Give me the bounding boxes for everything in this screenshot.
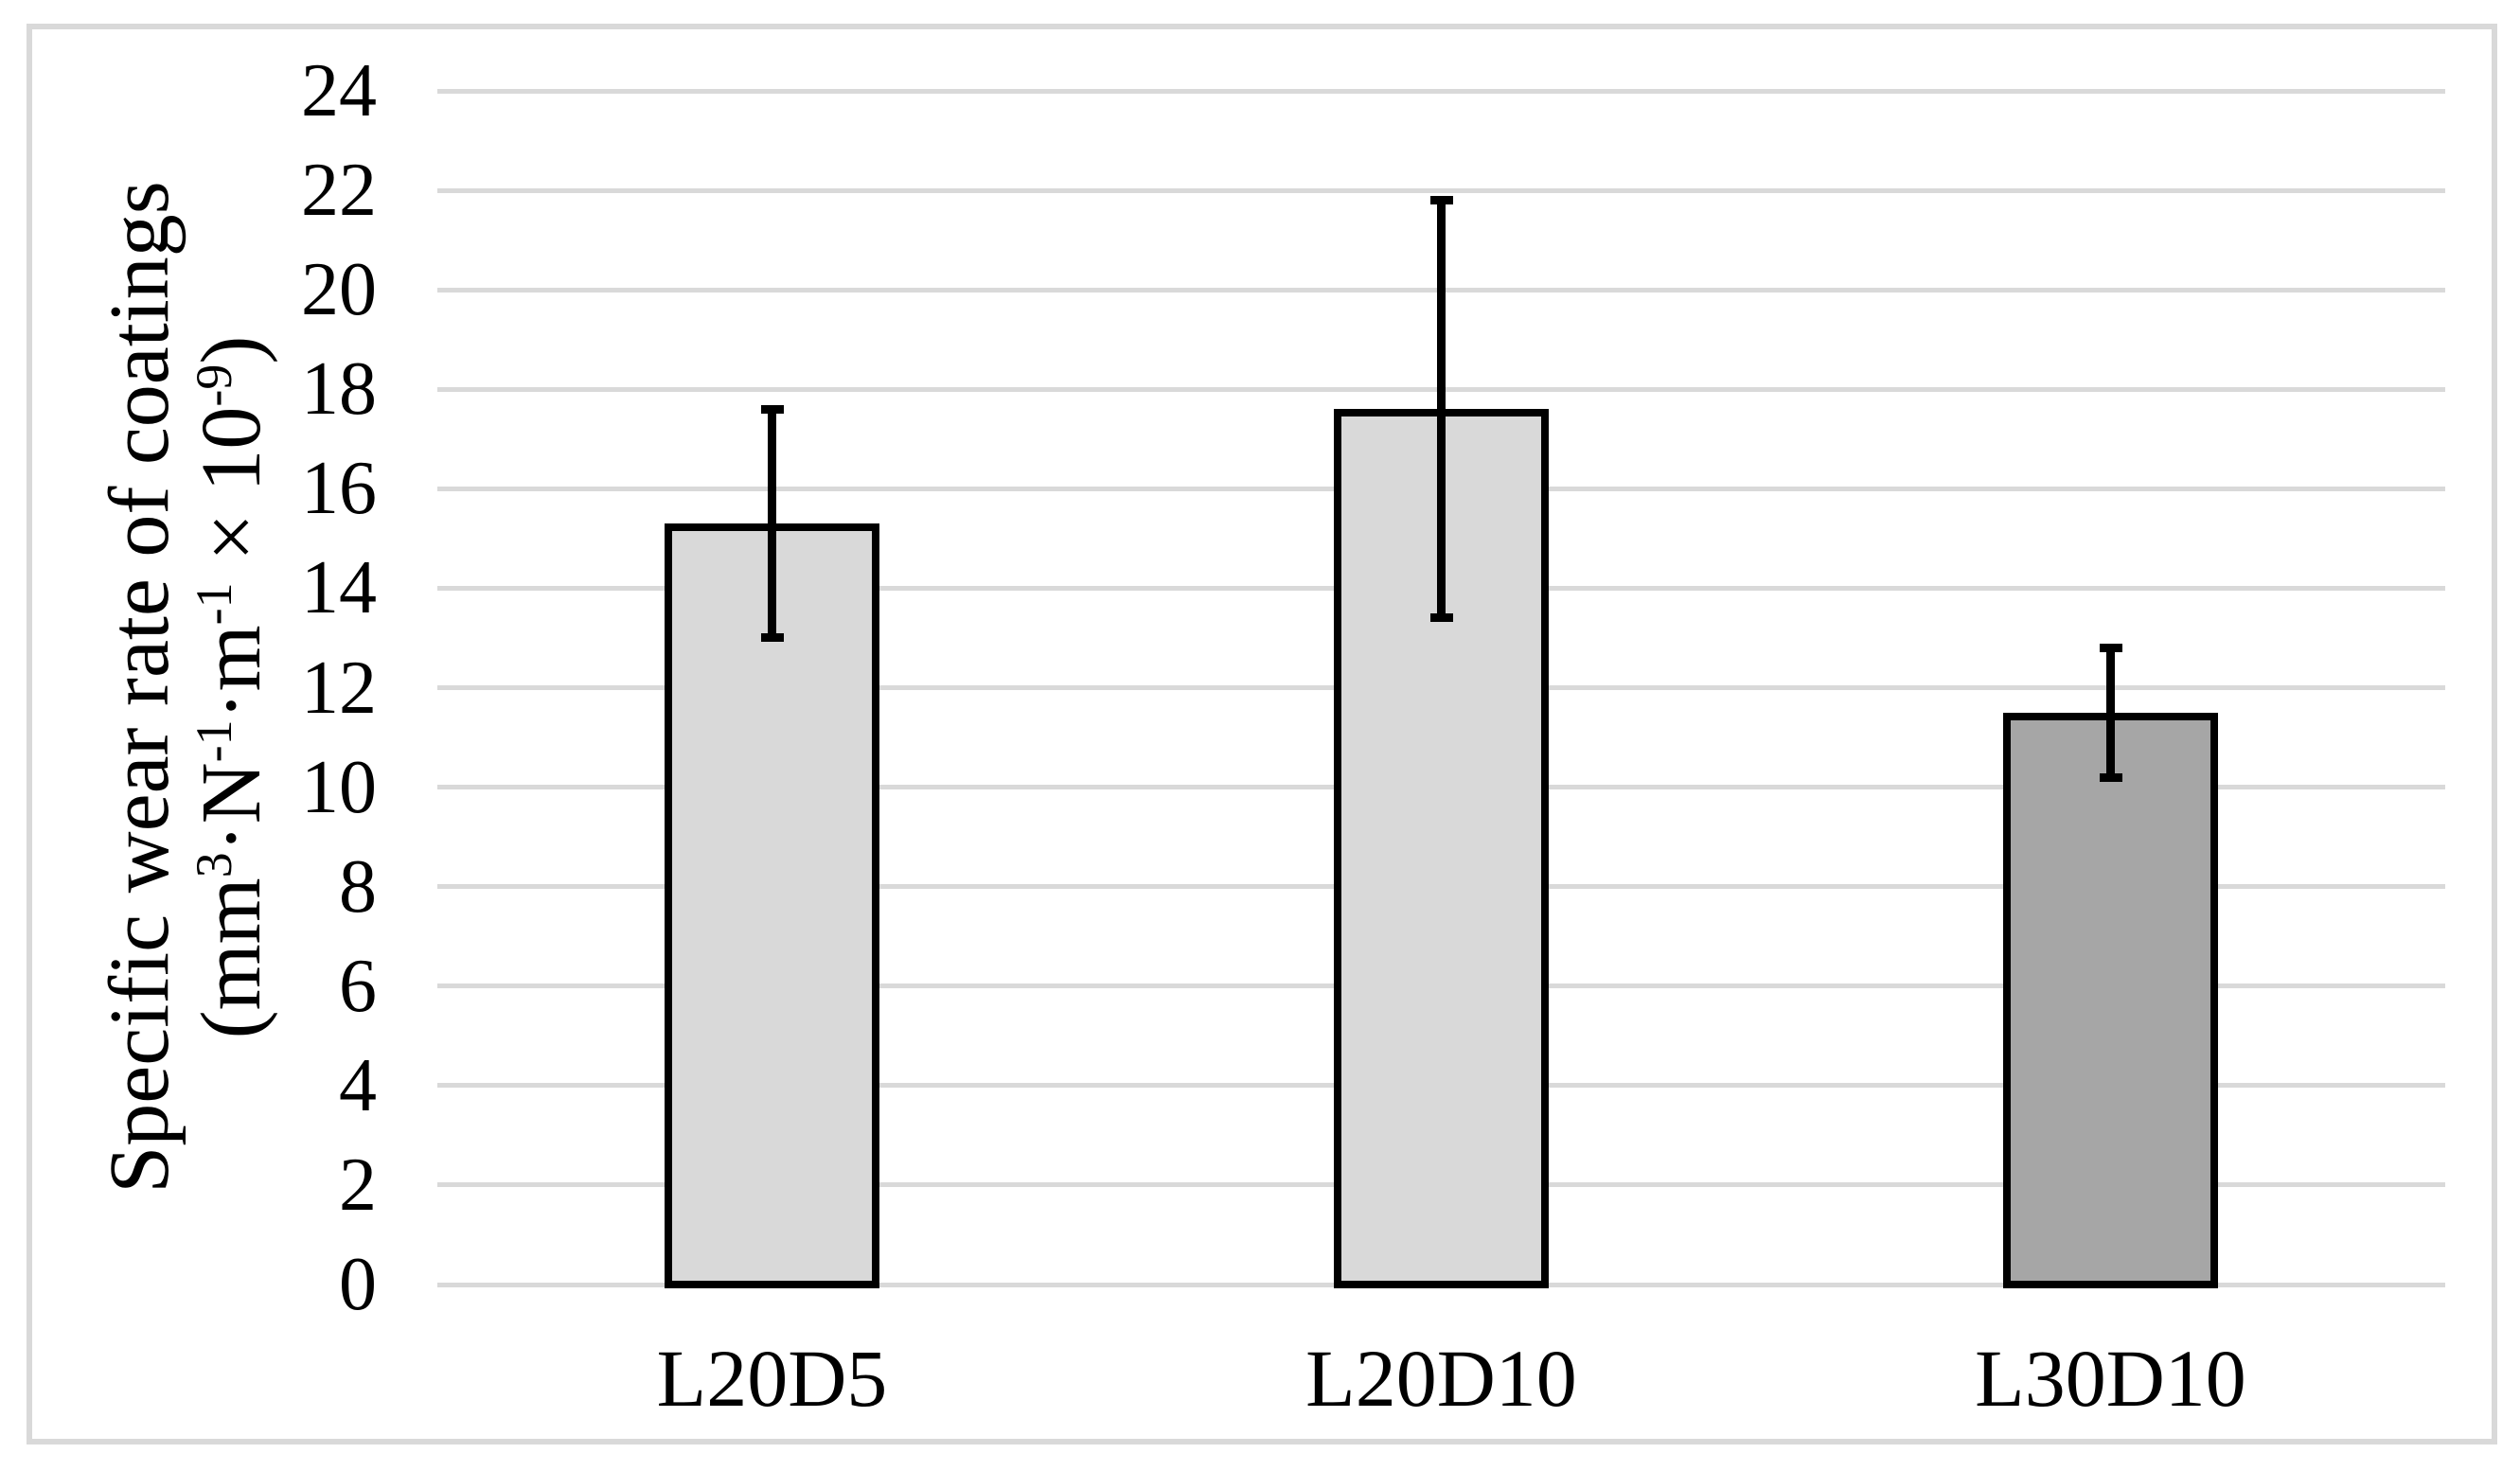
y-tick-label: 16 — [301, 447, 377, 531]
gridline — [437, 88, 2445, 94]
bar-L30D10 — [2003, 712, 2218, 1288]
error-bar-cap-bottom — [760, 633, 784, 643]
error-bar-stem — [1437, 200, 1446, 618]
y-tick-label: 22 — [301, 149, 377, 233]
error-bar-stem — [768, 409, 776, 638]
error-bar-cap-bottom — [2099, 772, 2122, 782]
x-tick-label-L30D10: L30D10 — [1975, 1333, 2246, 1424]
y-tick-label: 0 — [339, 1243, 377, 1326]
y-tick-label: 20 — [301, 248, 377, 332]
x-tick-label-L20D5: L20D5 — [656, 1333, 888, 1424]
error-bar-cap-top — [1429, 196, 1453, 205]
error-bar-cap-top — [760, 404, 784, 414]
x-tick-label-L20D10: L20D10 — [1305, 1333, 1577, 1424]
y-tick-label: 18 — [301, 347, 377, 432]
error-bar-cap-bottom — [1429, 613, 1453, 623]
error-bar-stem — [2106, 647, 2115, 778]
y-tick-label: 10 — [301, 745, 377, 829]
y-tick-label: 4 — [339, 1043, 377, 1127]
figure-border — [27, 24, 2497, 1444]
y-tick-label: 6 — [339, 944, 377, 1028]
bar-L20D5 — [665, 523, 879, 1288]
error-bar-cap-top — [2099, 643, 2122, 652]
y-tick-label: 12 — [301, 646, 377, 730]
y-tick-label: 2 — [339, 1143, 377, 1227]
y-tick-label: 14 — [301, 546, 377, 630]
gridline — [437, 187, 2445, 193]
y-tick-label: 8 — [339, 844, 377, 929]
y-tick-label: 24 — [301, 49, 377, 133]
